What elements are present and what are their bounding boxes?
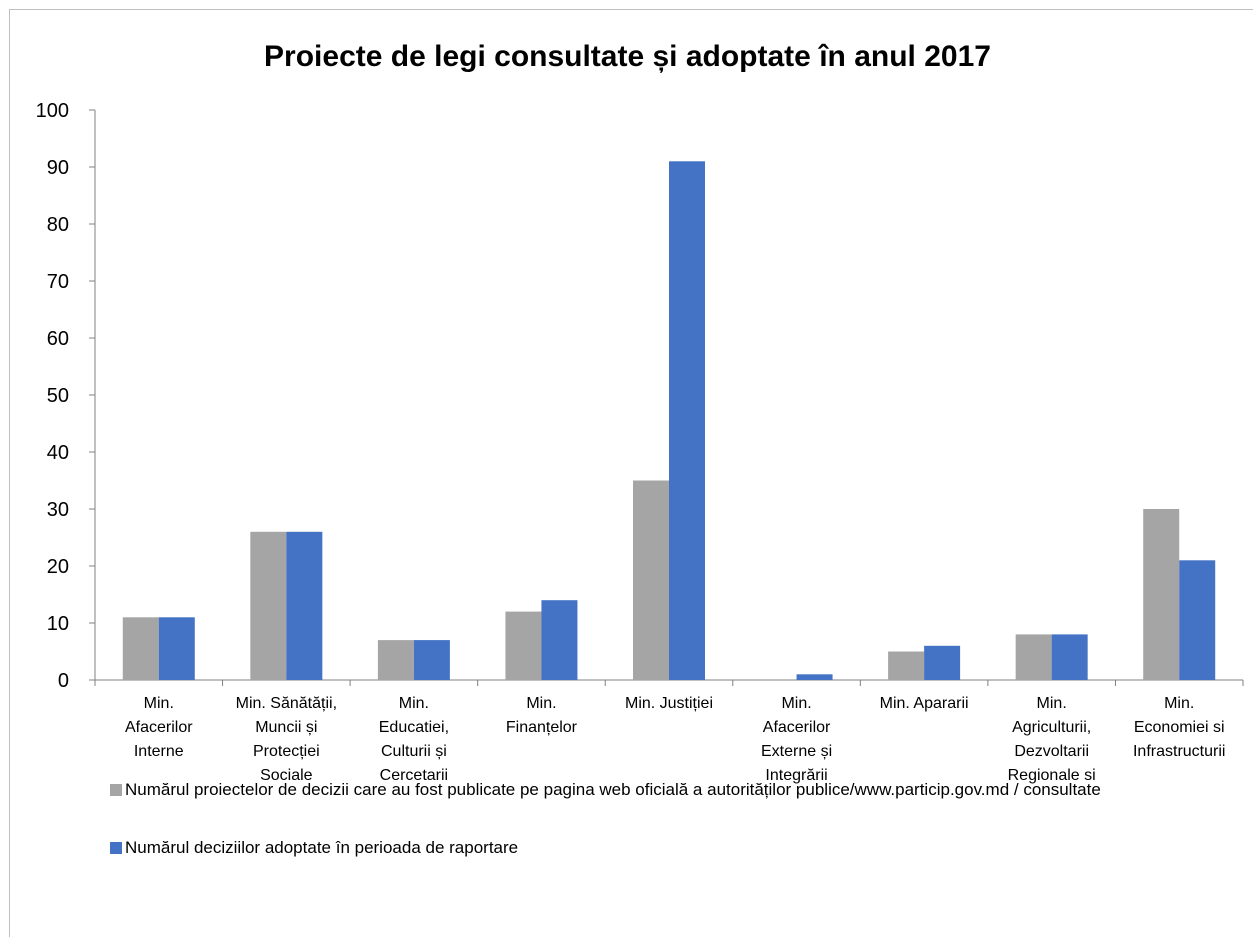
x-category-label-line: Min. xyxy=(399,695,429,712)
x-category-label-line: Min. Justiției xyxy=(625,695,713,712)
y-tick-label: 80 xyxy=(47,214,69,236)
x-category-label: Min. Finanțelor xyxy=(506,695,578,736)
x-category-label-line: Cercetarii xyxy=(380,767,448,784)
x-category-label-line: Muncii și xyxy=(255,719,317,736)
x-category-label: Min. Sănătății, Muncii și Protecției Social… xyxy=(236,695,337,784)
bar-series-2 xyxy=(413,640,450,680)
bar-series-2 xyxy=(1051,634,1088,680)
y-tick-label: 70 xyxy=(47,271,69,293)
bar-series-2 xyxy=(286,531,323,680)
x-category-label: Min. Agriculturii, Dezvoltarii Regionale si… xyxy=(1008,695,1096,790)
bar-series-2 xyxy=(541,600,578,680)
y-tick-label: 10 xyxy=(47,613,69,635)
bar-series-2 xyxy=(669,161,705,681)
y-tick-label: 30 xyxy=(47,499,69,521)
x-category-label-line: Min. Apararii xyxy=(880,695,969,712)
x-category-label-line: Min. xyxy=(1037,695,1067,712)
legend-item-series-1: Numărul proiectelor de decizii care au f… xyxy=(110,778,1215,802)
x-category-label-line: Sociale xyxy=(260,767,313,784)
x-category-label-line: Min. xyxy=(526,695,556,712)
x-category-label-line: Agriculturii, xyxy=(1012,719,1091,736)
legend-label-series-2: Numărul deciziilor adoptate în perioada … xyxy=(125,838,519,857)
x-category-label: Min. Economiei si Infrastructurii xyxy=(1133,695,1225,760)
bar-series-1 xyxy=(888,651,925,680)
x-category-label-line: Min. Sănătății, xyxy=(236,695,337,712)
y-tick-label: 100 xyxy=(36,100,69,122)
y-tick-label: 60 xyxy=(47,328,69,350)
x-category-label-line: Educatiei, xyxy=(379,719,449,736)
x-category-label-line: Interne xyxy=(134,743,184,760)
y-tick-label: 20 xyxy=(47,556,69,578)
bar-series-2 xyxy=(1179,560,1216,680)
y-tick-label: 40 xyxy=(47,442,69,464)
x-category-label-line: Externe și xyxy=(761,743,832,760)
bar-series-1 xyxy=(1143,509,1180,680)
bar-series-1 xyxy=(633,480,669,680)
x-category-label-line: Min. xyxy=(781,695,811,712)
bar-series-2 xyxy=(796,674,833,680)
bar-series-1 xyxy=(1015,634,1052,680)
y-tick-label: 0 xyxy=(58,670,69,692)
bar-series-2 xyxy=(158,617,195,680)
x-category-label-line: Dezvoltarii xyxy=(1014,743,1089,760)
legend-label-series-1: Numărul proiectelor de decizii care au f… xyxy=(125,780,1101,799)
x-category-label-line: Finanțelor xyxy=(506,719,578,736)
x-category-label-line: Infrastructurii xyxy=(1133,743,1225,760)
x-category-label-line: Afacerilor xyxy=(763,719,831,736)
legend-swatch-grey xyxy=(110,784,122,796)
x-category-label: Min. Apararii xyxy=(880,695,969,712)
bar-series-2 xyxy=(924,645,961,680)
x-category-label-line: Economiei si xyxy=(1134,719,1225,736)
legend-item-series-2: Numărul deciziilor adoptate în perioada … xyxy=(110,836,1215,860)
x-category-label-line: Min. xyxy=(144,695,174,712)
x-category-label: Min. Justiției xyxy=(625,695,713,712)
x-category-label-line: Protecției xyxy=(253,743,320,760)
x-category-label-line: Integrării xyxy=(765,767,827,784)
bar-series-1 xyxy=(122,617,159,680)
x-category-label-line: Afacerilor xyxy=(125,719,193,736)
x-category-label-line: Min. xyxy=(1164,695,1194,712)
bar-series-1 xyxy=(250,531,287,680)
bar-series-1 xyxy=(377,640,414,680)
x-category-label: Min. Educatiei, Culturii și Cercetarii xyxy=(379,695,449,784)
bar-chart: 0 10 20 30 40 50 60 70 80 90 100 Min. Afacerilor Inte… xyxy=(36,100,1244,790)
chart-frame xyxy=(9,9,1253,937)
chart-title: Proiecte de legi consultate și adoptate … xyxy=(264,40,991,73)
y-tick-label: 50 xyxy=(47,385,69,407)
x-category-label-line: Regionale si xyxy=(1008,767,1096,784)
y-tick-label: 90 xyxy=(47,157,69,179)
x-category-label-line: Culturii și xyxy=(381,743,447,760)
legend-swatch-blue xyxy=(110,842,122,854)
bar-series-1 xyxy=(505,611,542,680)
x-category-label: Min. Afacerilor Interne xyxy=(125,695,193,760)
